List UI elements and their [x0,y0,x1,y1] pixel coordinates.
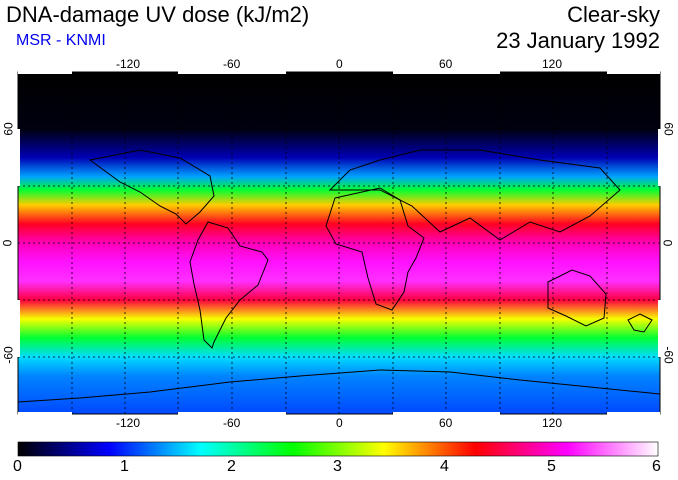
source-label: MSR - KNMI [16,32,106,49]
lon-label-bottom: 60 [439,416,453,430]
lon-label-bottom: -60 [223,416,241,430]
lat-label-left: 60 [1,122,16,136]
lon-label-top: 60 [439,57,453,71]
lat-label-left: -60 [1,346,16,364]
colorbar-tick-label: 4 [440,458,449,475]
new-zealand-coast [627,313,653,333]
colorbar-tick-label: 3 [333,458,342,475]
frame-ticks [16,70,662,416]
colorbar-tick-label: 2 [227,458,236,475]
lat-label-left: 0 [0,239,15,247]
lon-label-top: -120 [116,57,141,71]
lat-label-right: 0 [660,239,675,247]
lon-label-top: 120 [542,57,563,71]
eurasia-coast [328,149,621,241]
antarctica-coast [17,369,661,403]
lon-label-bottom: -120 [116,416,141,430]
colorbar [17,441,659,457]
colorbar-tick-label: 0 [13,458,22,475]
south-america-coast [189,221,269,349]
lon-label-bottom: 120 [542,416,563,430]
lon-label-top: 0 [336,57,343,71]
colorbar-tick-label: 6 [652,458,661,475]
north-america-coast [88,149,215,225]
lat-label-right: 60 [661,122,676,136]
sky-condition-label: Clear-sky [567,2,660,27]
colorbar-tick-label: 1 [120,458,129,475]
africa-coast [325,187,425,311]
map-title: DNA-damage UV dose (kJ/m2) [6,2,310,27]
lon-label-bottom: 0 [336,416,343,430]
date-label: 23 January 1992 [496,28,660,53]
coastlines [17,149,661,403]
map-frame [17,71,661,415]
lat-label-right: -60 [661,346,676,364]
colorbar-tick-label: 5 [547,458,556,475]
australia-coast [547,269,607,327]
graticule [18,72,660,414]
lon-label-top: -60 [223,57,241,71]
